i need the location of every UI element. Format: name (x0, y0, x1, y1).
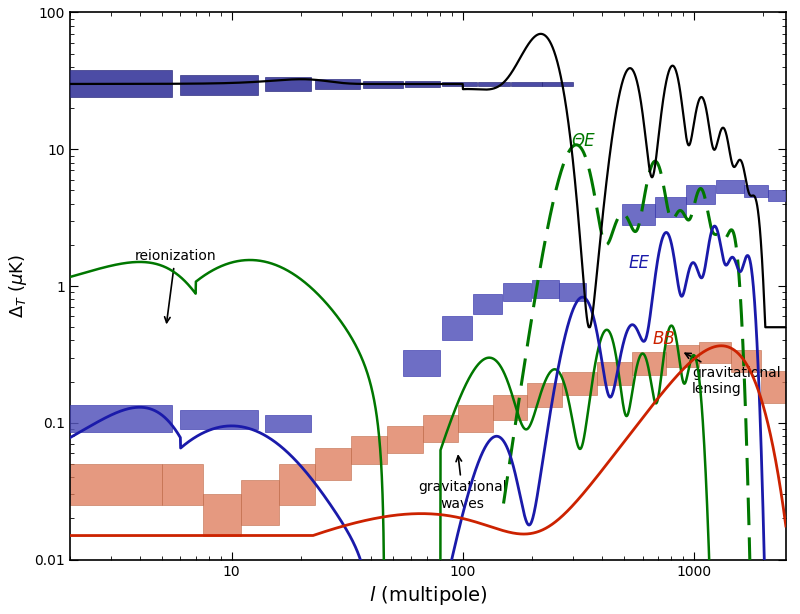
Bar (532, 281, 558, 298)
Bar (422, 414, 458, 442)
Bar (405, 81, 440, 87)
X-axis label: $\it{l}$ (multipole): $\it{l}$ (multipole) (369, 584, 487, 607)
Bar (180, 410, 258, 429)
Bar (474, 293, 502, 314)
Bar (442, 82, 477, 87)
Text: reionization: reionization (134, 249, 216, 322)
Bar (242, 480, 279, 525)
Bar (315, 448, 351, 480)
Bar (666, 345, 698, 367)
Bar (562, 372, 597, 395)
Bar (502, 283, 531, 301)
Bar (632, 352, 666, 375)
Bar (597, 362, 632, 385)
Bar (402, 350, 440, 376)
Bar (655, 196, 686, 217)
Bar (478, 82, 510, 87)
Bar (162, 464, 202, 505)
Bar (180, 75, 258, 95)
Y-axis label: $\Delta_T$ ($\mu$K): $\Delta_T$ ($\mu$K) (7, 254, 29, 318)
Bar (351, 436, 387, 464)
Bar (458, 405, 493, 432)
Bar (559, 283, 586, 301)
Bar (715, 179, 744, 193)
Bar (387, 426, 422, 453)
Bar (363, 80, 402, 88)
Bar (731, 350, 761, 372)
Bar (686, 185, 715, 204)
Bar (542, 82, 573, 86)
Bar (315, 79, 360, 89)
Bar (442, 316, 472, 341)
Text: gravitational
lensing: gravitational lensing (685, 353, 781, 396)
Bar (744, 185, 768, 196)
Bar (266, 77, 310, 91)
Bar (698, 342, 731, 363)
Bar (622, 204, 655, 225)
Bar (279, 464, 315, 505)
Text: BB: BB (652, 330, 675, 348)
Text: ΘE: ΘE (571, 133, 595, 150)
Bar (761, 371, 786, 403)
Bar (510, 82, 542, 86)
Text: gravitational
waves: gravitational waves (418, 456, 507, 511)
Bar (769, 190, 786, 201)
Bar (527, 383, 562, 407)
Text: EE: EE (628, 254, 650, 272)
Bar (70, 405, 172, 432)
Bar (70, 70, 172, 97)
Bar (266, 414, 310, 432)
Bar (202, 494, 242, 535)
Bar (493, 395, 527, 420)
Bar (70, 464, 162, 505)
